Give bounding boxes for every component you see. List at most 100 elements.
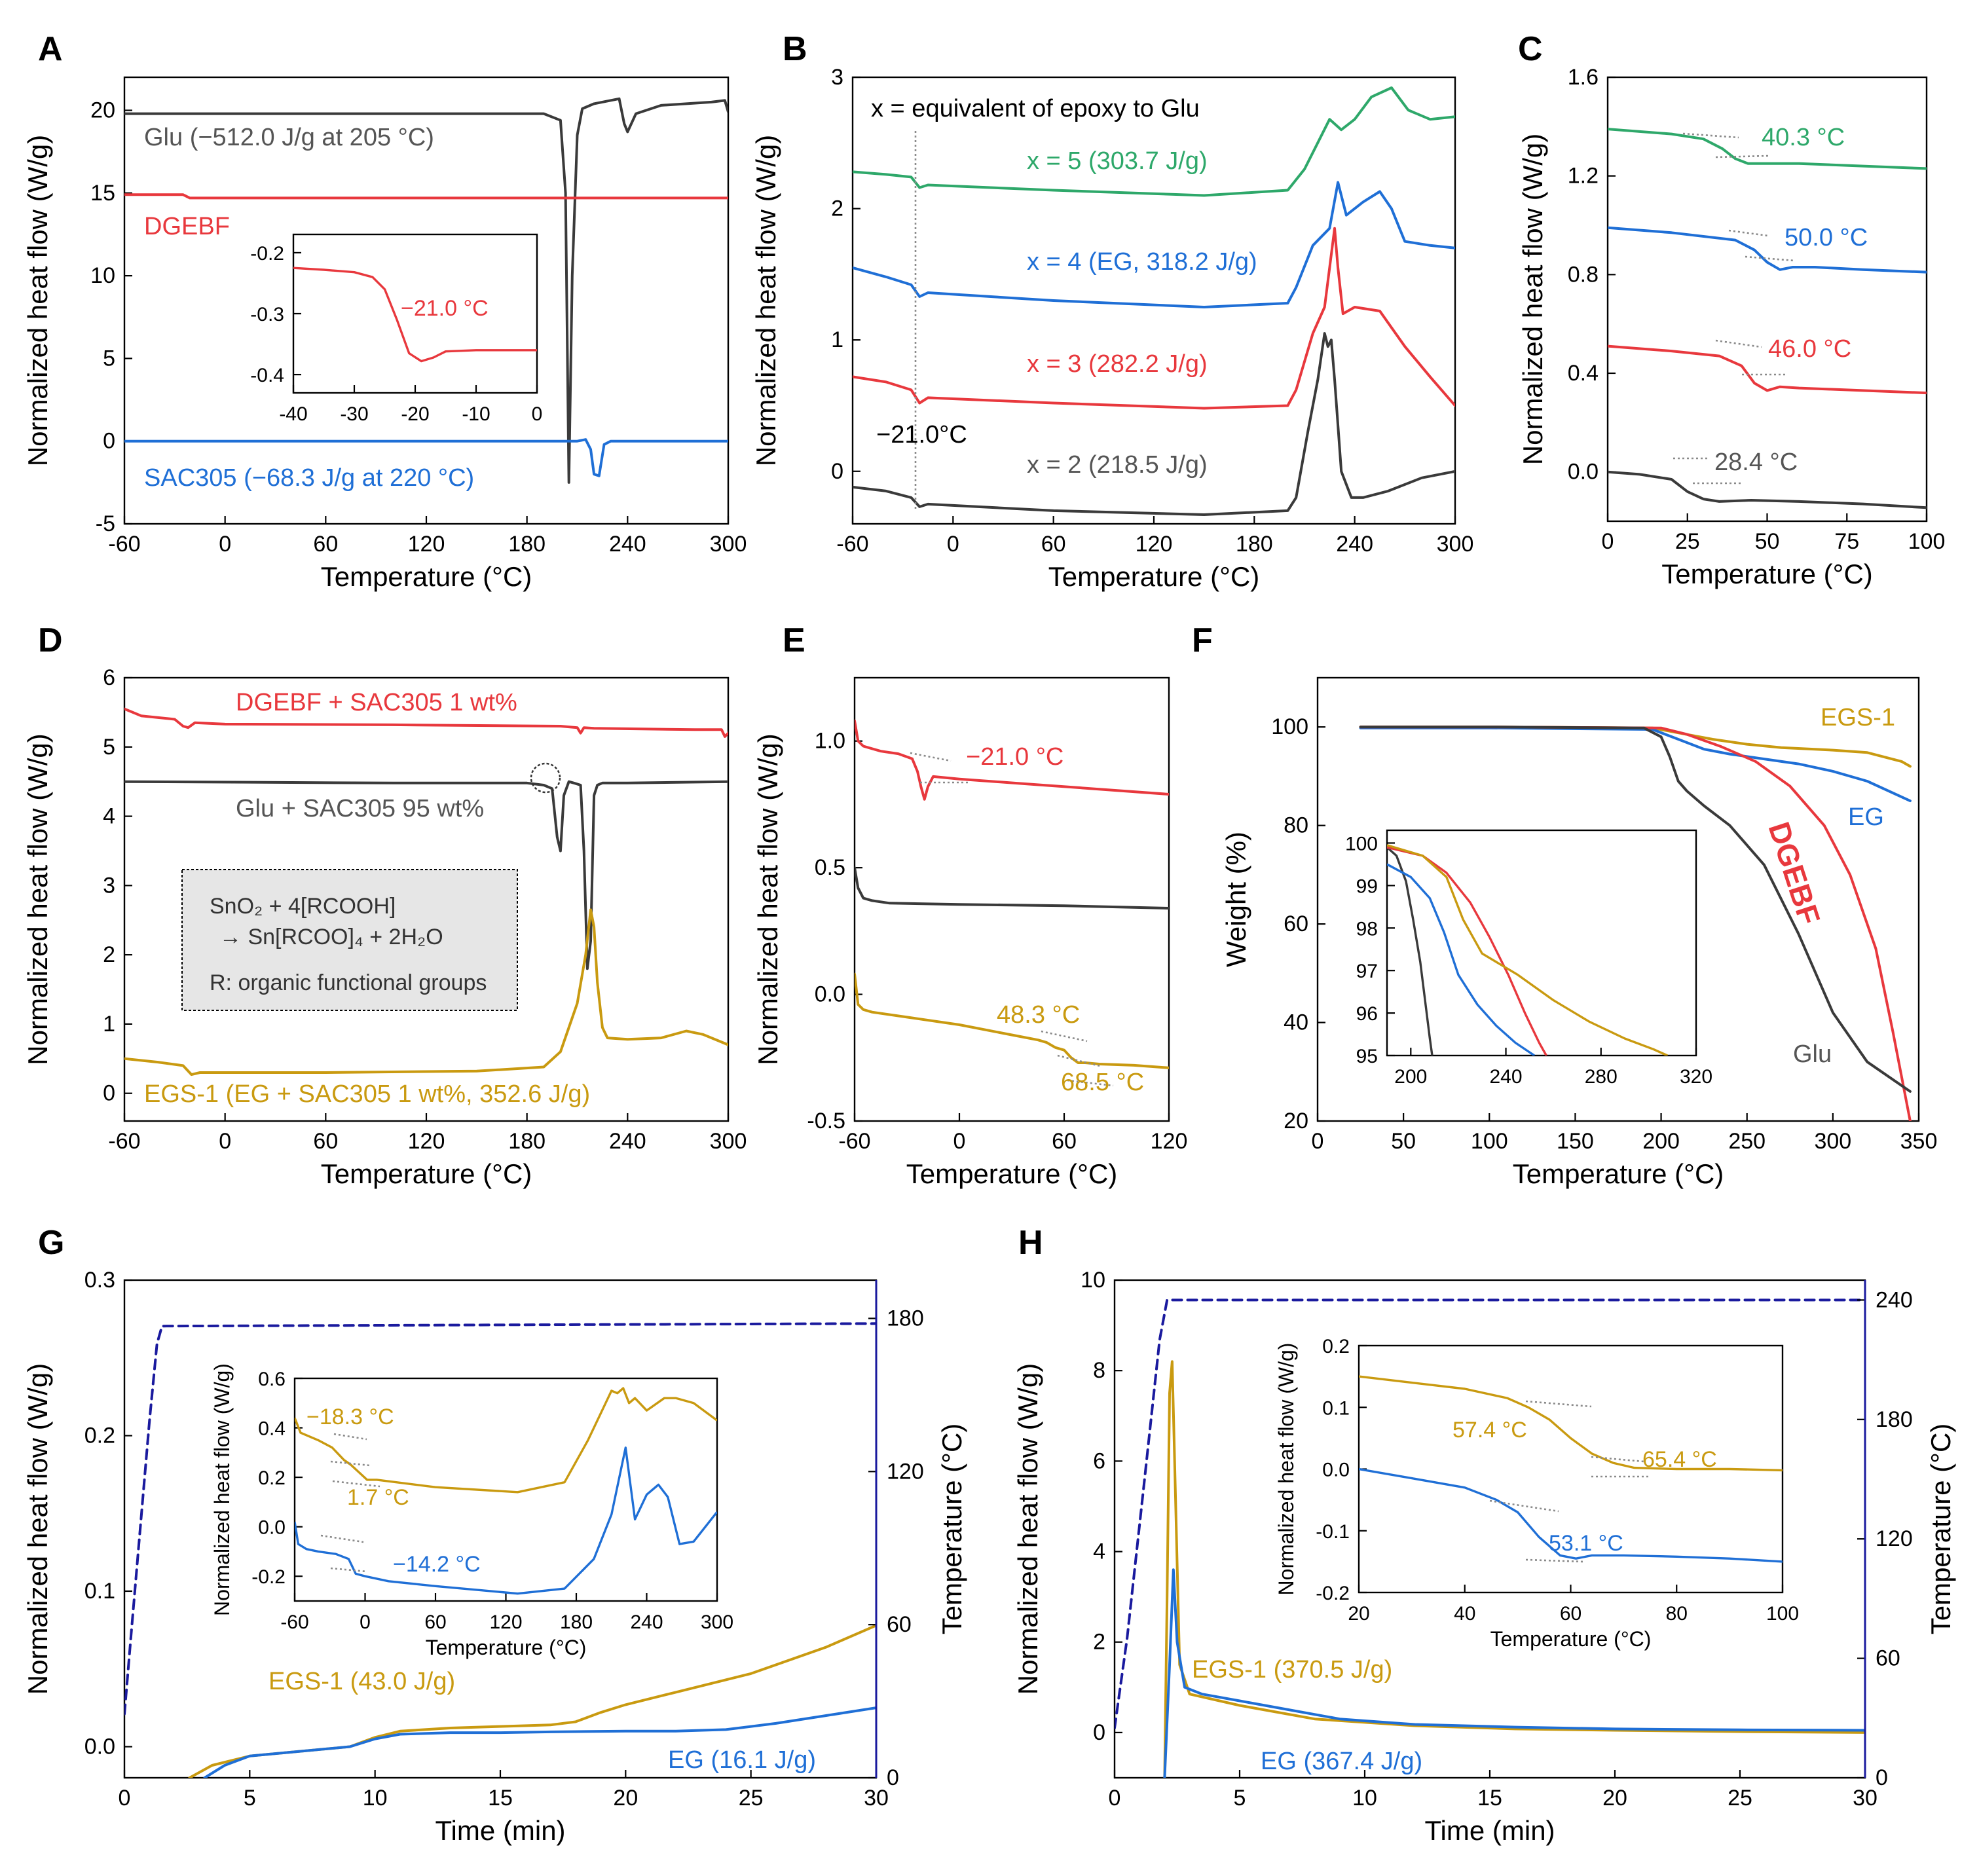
y-tick-label: 6 <box>103 665 115 690</box>
chart-f-inset: 200 240 280 320 95 96 97 98 99 100 <box>1345 829 1712 1088</box>
y-axis-title: Normalized heat flow (W/g) <box>750 135 781 466</box>
x-tick-label: 20 <box>1348 1603 1369 1625</box>
onset-reference-line <box>332 1480 380 1488</box>
series-line-glu <box>1359 726 1912 1093</box>
series-line-temperature <box>1115 1298 1865 1729</box>
panel-letter-e: E <box>783 621 805 659</box>
y-tick-label: -0.1 <box>1316 1521 1350 1543</box>
inset-y-axis-title: Normalized heat flow (W/g) <box>1274 1343 1298 1596</box>
x-tick-label: -30 <box>340 403 368 425</box>
y-tick-label: 0.2 <box>258 1467 286 1489</box>
series-line-x-5 <box>853 86 1455 197</box>
x-tick-label: 200 <box>1642 1129 1680 1154</box>
y-tick-label: 0.3 <box>84 1268 115 1293</box>
annotation-h-eg: EG (367.4 J/g) <box>1261 1748 1422 1775</box>
y-tick-label: 10 <box>90 263 115 288</box>
annotation-c-red: 46.0 °C <box>1768 335 1851 363</box>
annotation-g-eg: EG (16.1 J/g) <box>668 1746 816 1774</box>
y-tick-label: 0.8 <box>1568 262 1599 287</box>
annotation-e-gold1: 48.3 °C <box>997 1001 1080 1029</box>
annotation-f-dgebf: DGEBF <box>1762 818 1826 929</box>
chart-h-inset: 20 40 60 80 100 -0.2 -0.1 0.0 0.1 0.2 Temperature … <box>1274 1336 1799 1651</box>
plot-frame-f <box>1316 676 1920 1122</box>
y-axis-title: Normalized heat flow (W/g) <box>22 135 53 466</box>
series-line-glu-sac305-95-wt- <box>124 780 728 970</box>
y-tick-label: -0.2 <box>1316 1583 1350 1604</box>
x-axis-title: Temperature (°C) <box>321 561 532 592</box>
series-line-dgebf <box>124 193 728 200</box>
x-tick-label: 300 <box>701 1611 733 1633</box>
x-tick-label: 20 <box>1602 1786 1627 1811</box>
onset-reference-line <box>330 1567 367 1573</box>
annotation-g-egs: EGS-1 (43.0 J/g) <box>268 1668 455 1695</box>
onset-reference-line <box>1715 339 1762 348</box>
series-line-glu <box>1608 470 1927 509</box>
x-tick-label: 60 <box>313 532 338 557</box>
series-line-eg <box>1163 1568 1865 1778</box>
series-line-egs-1 <box>1163 1360 1865 1778</box>
annotation-g-inset-3: −14.2 °C <box>393 1552 481 1577</box>
annotation-d-red: DGEBF + SAC305 1 wt% <box>236 689 517 716</box>
x-tick-label: 240 <box>609 532 646 557</box>
x-tick-label: -60 <box>108 1129 140 1154</box>
onset-reference-line <box>330 1460 371 1467</box>
chart-c: 0 25 50 75 100 0.0 0.4 0.8 1.2 1.6 Temperature (°C… <box>1517 65 1945 589</box>
x-axis-title: Time (min) <box>435 1815 565 1846</box>
x-tick-label: 120 <box>408 1129 445 1154</box>
inset-y-axis-title: Normalized heat flow (W/g) <box>210 1363 234 1616</box>
x-tick-label: 25 <box>739 1786 764 1811</box>
panel-letter-b: B <box>783 30 807 68</box>
chart-d: -60 0 60 120 180 240 300 0 1 2 3 4 5 6 Temperature (°C… <box>22 665 747 1189</box>
series-line-egs-1 <box>1359 1375 1783 1472</box>
x-axis-title: Temperature (°C) <box>906 1158 1118 1189</box>
y-tick-label: 3 <box>831 65 843 90</box>
y2-tick-label: 180 <box>1876 1407 1913 1432</box>
y-tick-label: 95 <box>1356 1046 1378 1067</box>
annotation-e-red: −21.0 °C <box>966 743 1063 771</box>
panel-letter-h: H <box>1018 1224 1043 1262</box>
y-axis-title: Normalized heat flow (W/g) <box>1012 1363 1043 1695</box>
series-line-dgebf-sac305 <box>855 719 1169 801</box>
panel-letter-d: D <box>38 621 63 659</box>
x-tick-label: 25 <box>1675 529 1700 554</box>
series-line-egs-1 <box>295 1387 717 1494</box>
x-tick-label: 350 <box>1900 1129 1938 1154</box>
onset-reference-line <box>1728 229 1769 237</box>
y-tick-label: 4 <box>1093 1539 1105 1564</box>
plot-frame-e <box>853 676 1170 1122</box>
x-tick-label: 5 <box>244 1786 256 1811</box>
onset-reference-line <box>333 1433 367 1441</box>
x-tick-label: 40 <box>1454 1603 1475 1625</box>
annotation-d-black: Glu + SAC305 95 wt% <box>236 795 484 822</box>
x-tick-label: -10 <box>462 403 490 425</box>
x-tick-label: 180 <box>1236 532 1273 557</box>
onset-reference-line <box>1041 1030 1088 1042</box>
y-tick-label: 0.5 <box>815 855 845 880</box>
x-tick-label: 60 <box>1041 532 1066 557</box>
y2-tick-label: 240 <box>1876 1287 1913 1312</box>
y-tick-label: 0.2 <box>84 1424 115 1448</box>
inset-background <box>293 234 538 394</box>
y-tick-label: 1.0 <box>815 729 845 754</box>
x-tick-label: 180 <box>508 532 546 557</box>
y-tick-label: 1.6 <box>1568 65 1599 90</box>
onset-reference-line <box>1745 255 1795 262</box>
y-tick-label: 0 <box>831 459 843 484</box>
y2-tick-label: 0 <box>1876 1765 1888 1790</box>
onset-reference-line <box>1067 1079 1114 1087</box>
x-axis-title: Temperature (°C) <box>1661 559 1873 589</box>
chart-g: 0 5 10 15 20 25 30 0.0 0.1 0.2 0.3 Time (min) Normal… <box>22 1268 967 1846</box>
y-tick-label: 0.0 <box>1568 460 1599 485</box>
y2-axis-title: Temperature (°C) <box>1925 1424 1956 1635</box>
y-axis-title: Normalized heat flow (W/g) <box>22 733 53 1065</box>
onset-reference-line <box>1682 132 1739 139</box>
series-line-sac305 <box>124 438 728 477</box>
y-tick-label: 20 <box>90 98 115 123</box>
x-tick-label: 60 <box>1560 1603 1581 1625</box>
plot-frame-f-inset <box>1386 829 1697 1057</box>
y-tick-label: 0 <box>103 429 115 454</box>
y-tick-label: 0.2 <box>1322 1336 1350 1357</box>
y-tick-label: 2 <box>103 942 115 967</box>
annotation-a-dgebf: DGEBF <box>144 213 230 240</box>
series-line-egs-1 <box>1359 726 1912 768</box>
